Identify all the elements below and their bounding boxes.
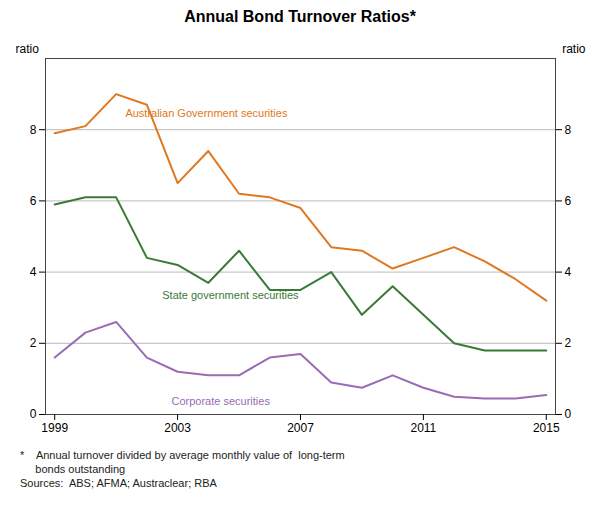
html-text:* Annual turnover divided by a: * Annual turnover divided by average mon… (20, 449, 345, 461)
svg-text:1999: 1999 (41, 421, 68, 435)
svg-text:4: 4 (565, 265, 572, 279)
svg-text:6: 6 (30, 194, 37, 208)
svg-text:2015: 2015 (533, 421, 560, 435)
svg-text:ratio: ratio (562, 42, 586, 56)
html-text:Annual Bond Turnover Ratios*: Annual Bond Turnover Ratios* (184, 8, 416, 25)
svg-text:ratio: ratio (16, 42, 40, 56)
svg-text:2011: 2011 (410, 421, 436, 435)
html-text:Sources: ABS; AFMA; Austraclea: Sources: ABS; AFMA; Austraclear; RBA (20, 477, 217, 489)
svg-text:8: 8 (565, 123, 572, 137)
svg-text:State government securities: State government securities (162, 289, 299, 301)
svg-text:0: 0 (30, 407, 37, 421)
svg-text:2: 2 (565, 336, 572, 350)
svg-text:Corporate securities: Corporate securities (171, 395, 270, 407)
svg-text:2007: 2007 (287, 421, 314, 435)
svg-text:2003: 2003 (164, 421, 191, 435)
svg-text:2: 2 (30, 336, 37, 350)
html-text:bonds outstanding: bonds outstanding (20, 463, 126, 475)
svg-text:0: 0 (565, 407, 572, 421)
svg-text:Australian Government securiti: Australian Government securities (125, 107, 288, 119)
svg-text:6: 6 (565, 194, 572, 208)
svg-text:4: 4 (30, 265, 37, 279)
svg-text:8: 8 (30, 123, 37, 137)
